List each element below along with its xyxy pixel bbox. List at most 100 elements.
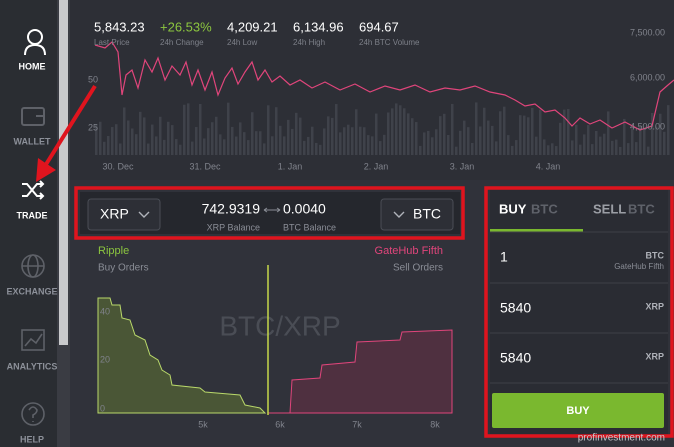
volume-bar	[595, 130, 598, 155]
nav-home[interactable]: HOME	[19, 61, 46, 71]
volume-bar	[315, 142, 318, 155]
home-icon[interactable]	[24, 29, 46, 56]
volume-bar	[535, 136, 538, 155]
volume-bar	[527, 117, 530, 155]
analytics-icon[interactable]	[21, 329, 45, 351]
volume-bar	[551, 143, 554, 155]
base-select[interactable]	[87, 198, 161, 231]
depth-y-label: 20	[100, 354, 110, 364]
volume-bar	[367, 135, 370, 155]
stat-value: 4,209.21	[227, 19, 278, 34]
nav-trade[interactable]: TRADE	[17, 210, 48, 220]
volume-bar	[215, 116, 218, 155]
chevron	[393, 211, 405, 218]
stat-value: 6,134.96	[293, 19, 344, 34]
volume-bar	[459, 130, 462, 155]
volume-bar	[187, 103, 190, 155]
volume-bar	[571, 140, 574, 155]
volume-bar	[627, 143, 630, 155]
volume-bar	[259, 131, 262, 155]
stat-label: Last Price	[94, 38, 130, 47]
sell-tab[interactable]: SELL	[593, 201, 626, 216]
nav-help[interactable]: HELP	[20, 434, 44, 444]
volume-bar	[227, 102, 230, 155]
buy-tab[interactable]: BUY	[499, 201, 527, 216]
sell-tab-currency[interactable]: BTC	[628, 201, 655, 216]
volume-bar	[211, 122, 214, 155]
depth-y-label: 0	[100, 403, 105, 413]
buy-issuer: Ripple	[98, 245, 129, 257]
volume-bar	[663, 131, 666, 155]
quote-currency[interactable]: BTC	[413, 206, 441, 222]
volume-bar	[139, 111, 142, 155]
volume-bar	[347, 124, 350, 155]
trade-icon[interactable]	[22, 180, 45, 200]
volume-bar	[267, 105, 270, 155]
time-axis-label: 3. Jan	[450, 161, 475, 171]
volume-bar	[391, 108, 394, 155]
volume-bar	[207, 128, 210, 155]
amount-input[interactable]: 1	[500, 249, 508, 265]
volume-bar	[307, 136, 310, 155]
volume-bar	[171, 125, 174, 155]
ask-depth	[268, 329, 453, 414]
volume-bar	[111, 127, 114, 155]
buy-button[interactable]	[492, 393, 664, 428]
price-input[interactable]: 5840	[500, 300, 531, 316]
help-icon[interactable]	[21, 402, 45, 426]
volume-bar	[559, 122, 562, 155]
volume-bar	[95, 124, 98, 155]
volume-bar	[515, 140, 518, 155]
volume-bar	[587, 125, 590, 155]
nav-exchange[interactable]: EXCHANGE	[6, 286, 57, 296]
wallet-icon[interactable]	[21, 107, 45, 126]
volume-bar	[539, 109, 542, 155]
volume-bar	[275, 107, 278, 155]
nav-wallet[interactable]: WALLET	[14, 136, 51, 146]
exchange-icon[interactable]	[21, 254, 45, 278]
stat-label: 24h Change	[160, 38, 204, 47]
time-axis-label: 1. Jan	[278, 161, 303, 171]
time-axis-label: 31. Dec	[189, 161, 221, 171]
volume-bar	[371, 136, 374, 155]
volume-bar	[599, 136, 602, 155]
volume-bar	[495, 141, 498, 155]
volume-bar	[183, 104, 186, 155]
volume-bar	[291, 128, 294, 155]
volume-bar	[667, 105, 670, 155]
volume-bar	[415, 122, 418, 155]
volume-bar	[407, 113, 410, 155]
volume-axis-label: 50	[88, 74, 98, 84]
volume-bar	[223, 139, 226, 155]
quote-select[interactable]	[380, 198, 454, 231]
buy-tab-currency[interactable]: BTC	[531, 201, 558, 216]
volume-bar	[635, 142, 638, 155]
volume-bar	[219, 134, 222, 155]
volume-bar	[499, 111, 502, 155]
nav-analytics[interactable]: ANALYTICS	[7, 361, 58, 371]
volume-bar	[263, 143, 266, 155]
volume-bar	[323, 128, 326, 155]
stat-label: 24h BTC Volume	[359, 38, 420, 47]
scrollbar-thumb[interactable]	[59, 0, 68, 345]
total-input[interactable]: 5840	[500, 350, 531, 366]
volume-bar	[151, 124, 154, 155]
volume-bar	[443, 113, 446, 155]
volume-bar	[435, 129, 438, 155]
price-currency: XRP	[645, 301, 664, 311]
buy-button-label[interactable]: BUY	[566, 405, 590, 417]
volume-bar	[103, 141, 106, 155]
volume-bar	[511, 145, 514, 155]
volume-bar	[611, 140, 614, 155]
volume-bar	[343, 127, 346, 155]
volume-bar	[195, 127, 198, 155]
volume-bar	[355, 109, 358, 155]
stat-value: 694.67	[359, 19, 399, 34]
volume-bar	[575, 124, 578, 155]
volume-bar	[395, 103, 398, 155]
annotation-arrow	[43, 84, 97, 168]
pair-watermark: BTC/XRP	[219, 310, 340, 341]
base-currency[interactable]: XRP	[100, 206, 129, 222]
buy-orders-label: Buy Orders	[98, 263, 149, 274]
